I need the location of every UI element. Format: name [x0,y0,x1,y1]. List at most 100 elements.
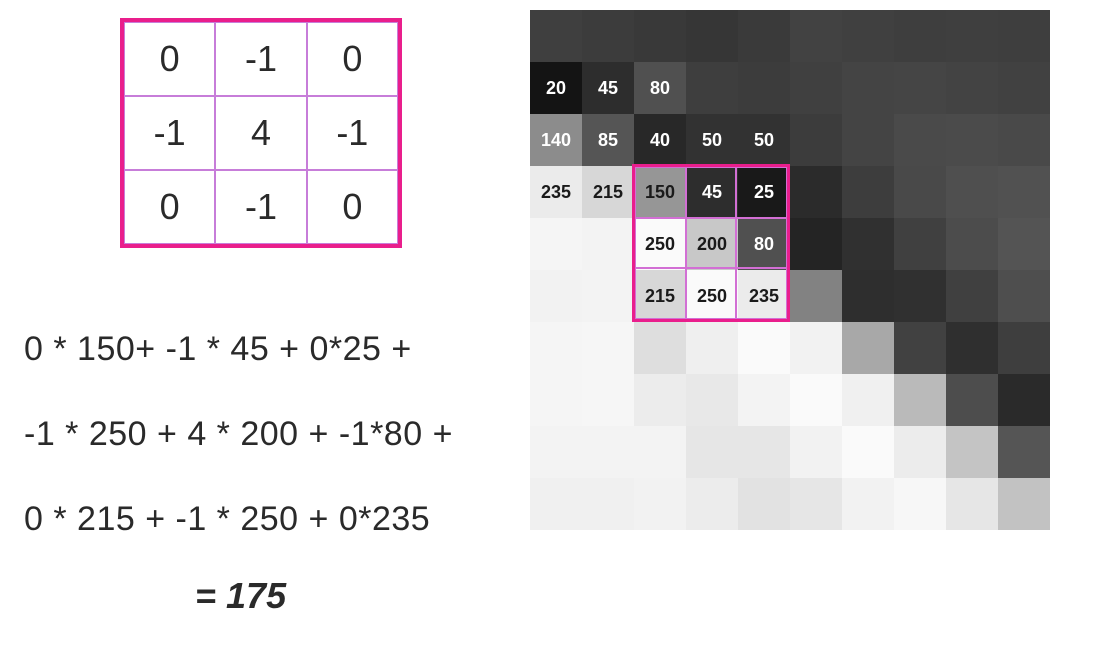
kernel-cell-4: 4 [215,96,306,170]
pixel-8-2 [634,426,686,478]
pixel-2-3 [686,114,738,166]
pixel-5-4 [738,270,790,322]
pixel-6-8 [946,322,998,374]
pixel-7-1 [582,374,634,426]
kernel-cell-1: -1 [215,22,306,96]
pixel-4-5 [790,218,842,270]
pixel-1-3 [686,62,738,114]
pixel-9-0 [530,478,582,530]
pixel-1-0 [530,62,582,114]
pixel-2-7 [894,114,946,166]
pixel-2-6 [842,114,894,166]
pixel-1-4 [738,62,790,114]
pixel-5-8 [946,270,998,322]
kernel-cell-2: 0 [307,22,398,96]
pixel-5-1 [582,270,634,322]
pixel-4-6 [842,218,894,270]
pixel-9-1 [582,478,634,530]
kernel-cell-0: 0 [124,22,215,96]
pixel-2-0 [530,114,582,166]
pixel-6-3 [686,322,738,374]
pixel-1-2 [634,62,686,114]
pixel-6-1 [582,322,634,374]
kernel-cell-8: 0 [307,170,398,244]
calc-result: = 175 [195,575,286,617]
calc-line-3: 0 * 215 + -1 * 250 + 0*235 [24,500,430,539]
pixel-4-0 [530,218,582,270]
pixel-3-9 [998,166,1050,218]
pixel-4-7 [894,218,946,270]
pixel-0-8 [946,10,998,62]
pixel-0-5 [790,10,842,62]
pixel-7-3 [686,374,738,426]
pixel-8-8 [946,426,998,478]
pixel-3-6 [842,166,894,218]
pixel-1-5 [790,62,842,114]
pixel-7-8 [946,374,998,426]
pixel-5-6 [842,270,894,322]
pixel-8-3 [686,426,738,478]
pixel-0-3 [686,10,738,62]
pixel-7-5 [790,374,842,426]
pixel-0-7 [894,10,946,62]
pixel-4-2 [634,218,686,270]
pixel-0-2 [634,10,686,62]
pixel-5-5 [790,270,842,322]
pixel-7-0 [530,374,582,426]
pixel-3-3 [686,166,738,218]
pixel-1-9 [998,62,1050,114]
pixel-6-9 [998,322,1050,374]
pixel-9-8 [946,478,998,530]
pixel-3-2 [634,166,686,218]
calc-line-1: 0 * 150+ -1 * 45 + 0*25 + [24,330,412,369]
pixel-image [530,10,1050,530]
pixel-6-0 [530,322,582,374]
pixel-4-9 [998,218,1050,270]
pixel-2-8 [946,114,998,166]
pixel-4-1 [582,218,634,270]
pixel-3-7 [894,166,946,218]
pixel-2-9 [998,114,1050,166]
pixel-9-4 [738,478,790,530]
kernel-cell-6: 0 [124,170,215,244]
pixel-1-8 [946,62,998,114]
pixel-8-4 [738,426,790,478]
pixel-9-9 [998,478,1050,530]
pixel-4-8 [946,218,998,270]
pixel-6-6 [842,322,894,374]
calc-line-2: -1 * 250 + 4 * 200 + -1*80 + [24,415,453,454]
pixel-8-5 [790,426,842,478]
pixel-5-2 [634,270,686,322]
pixel-4-3 [686,218,738,270]
pixel-8-6 [842,426,894,478]
pixel-9-7 [894,478,946,530]
pixel-7-2 [634,374,686,426]
pixel-1-1 [582,62,634,114]
pixel-0-9 [998,10,1050,62]
pixel-1-6 [842,62,894,114]
kernel-matrix: 0-10-14-10-10 [120,18,402,248]
pixel-7-6 [842,374,894,426]
pixel-5-9 [998,270,1050,322]
pixel-6-4 [738,322,790,374]
kernel-cell-3: -1 [124,96,215,170]
pixel-2-4 [738,114,790,166]
pixel-9-5 [790,478,842,530]
pixel-6-2 [634,322,686,374]
pixel-5-3 [686,270,738,322]
pixel-8-7 [894,426,946,478]
pixel-6-7 [894,322,946,374]
pixel-9-3 [686,478,738,530]
pixel-3-1 [582,166,634,218]
pixel-0-6 [842,10,894,62]
pixel-9-2 [634,478,686,530]
pixel-5-0 [530,270,582,322]
pixel-8-9 [998,426,1050,478]
pixel-1-7 [894,62,946,114]
pixel-7-9 [998,374,1050,426]
pixel-4-4 [738,218,790,270]
pixel-7-7 [894,374,946,426]
kernel-cell-5: -1 [307,96,398,170]
pixel-2-2 [634,114,686,166]
pixel-8-1 [582,426,634,478]
